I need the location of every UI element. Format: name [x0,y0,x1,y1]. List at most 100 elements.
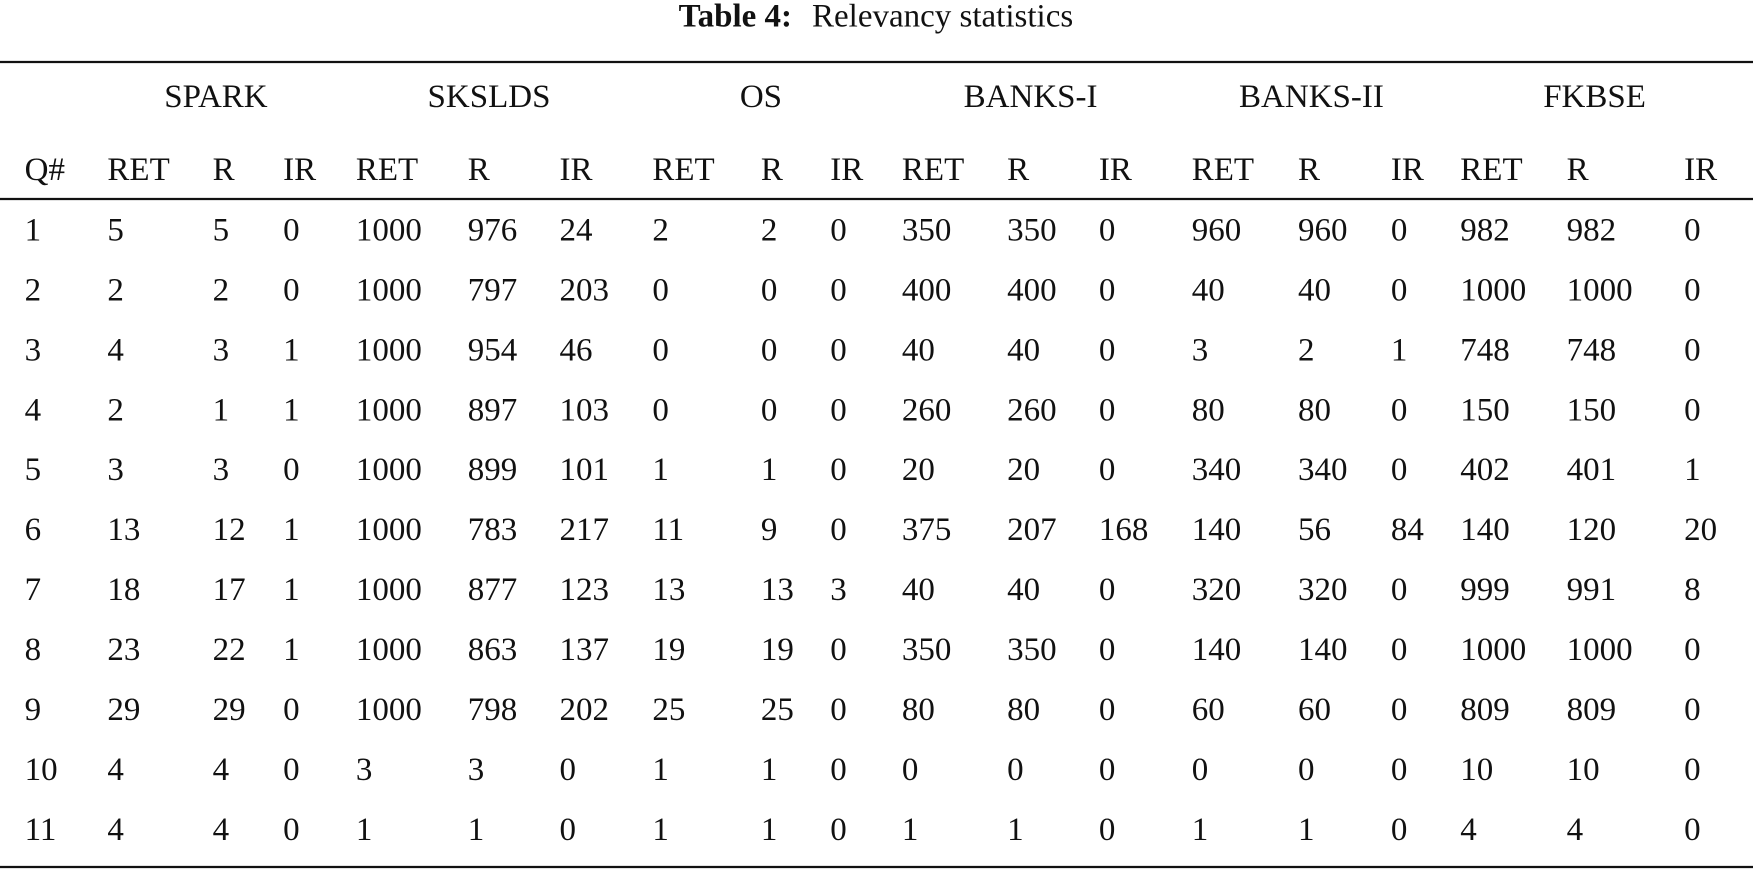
cell: 1 [1391,332,1408,368]
cell: 80 [902,692,935,728]
cell: 8 [1684,572,1701,608]
cell: 340 [1298,452,1348,488]
cell: 320 [1298,572,1348,608]
cell: 1 [283,332,300,368]
cell: 1 [1192,812,1209,848]
cell: 897 [468,392,518,428]
query-number: 9 [25,692,42,728]
cell: 120 [1567,512,1617,548]
cell: 2 [652,212,669,248]
cell: 168 [1099,512,1149,548]
column-header: R [468,152,490,188]
cell: 0 [1099,332,1116,368]
cell: 1000 [356,692,422,728]
cell: 2 [213,272,230,308]
cell: 103 [560,392,610,428]
cell: 1 [283,632,300,668]
cell: 1 [283,572,300,608]
cell: 0 [1684,752,1701,788]
cell: 0 [283,692,300,728]
cell: 2 [107,272,124,308]
column-header: R [1007,152,1029,188]
cell: 13 [652,572,685,608]
cell: 0 [830,272,847,308]
column-header: R [213,152,235,188]
cell: 1000 [356,632,422,668]
cell: 19 [652,632,685,668]
cell: 13 [761,572,794,608]
cell: 0 [283,812,300,848]
group-header: OS [740,79,782,115]
column-header: IR [1099,152,1132,188]
column-header: RET [902,152,964,188]
cell: 0 [1391,812,1408,848]
cell: 0 [1391,392,1408,428]
cell: 1000 [356,452,422,488]
cell: 150 [1460,392,1510,428]
cell: 5 [213,212,230,248]
cell: 202 [560,692,610,728]
cell: 1 [761,752,778,788]
cell: 10 [1460,752,1493,788]
query-number: 11 [25,812,57,848]
cell: 101 [560,452,610,488]
cell: 899 [468,452,518,488]
cell: 0 [1684,692,1701,728]
cell: 22 [213,632,246,668]
cell: 0 [560,752,577,788]
cell: 0 [1099,452,1116,488]
cell: 25 [652,692,685,728]
cell: 1 [283,512,300,548]
cell: 40 [1007,332,1040,368]
cell: 4 [1460,812,1477,848]
cell: 29 [213,692,246,728]
cell: 400 [1007,272,1057,308]
cell: 783 [468,512,518,548]
column-header: IR [560,152,593,188]
column-header: RET [652,152,714,188]
column-header: R [1567,152,1589,188]
cell: 60 [1192,692,1225,728]
cell: 140 [1192,632,1242,668]
cell: 29 [107,692,140,728]
cell: 1 [652,752,669,788]
cell: 3 [468,752,485,788]
cell: 40 [1192,272,1225,308]
cell: 1 [652,452,669,488]
cell: 0 [1391,572,1408,608]
cell: 23 [107,632,140,668]
column-header: Q# [25,152,65,188]
cell: 0 [1099,212,1116,248]
cell: 0 [652,332,669,368]
cell: 954 [468,332,518,368]
cell: 217 [560,512,610,548]
cell: 748 [1460,332,1510,368]
cell: 0 [761,332,778,368]
cell: 56 [1298,512,1331,548]
cell: 982 [1460,212,1510,248]
cell: 0 [1684,332,1701,368]
cell: 0 [283,752,300,788]
column-header: IR [1684,152,1717,188]
query-number: 3 [25,332,42,368]
cell: 1 [356,812,373,848]
cell: 2 [107,392,124,428]
cell: 1 [1684,452,1701,488]
cell: 0 [652,392,669,428]
cell: 809 [1567,692,1617,728]
cell: 350 [1007,212,1057,248]
cell: 1000 [1460,632,1526,668]
column-header: R [1298,152,1320,188]
cell: 0 [761,392,778,428]
cell: 3 [107,452,124,488]
cell: 123 [560,572,610,608]
cell: 350 [1007,632,1057,668]
cell: 0 [1007,752,1024,788]
cell: 1000 [1567,272,1633,308]
cell: 18 [107,572,140,608]
cell: 1000 [356,392,422,428]
cell: 0 [1099,632,1116,668]
cell: 17 [213,572,246,608]
cell: 0 [1684,632,1701,668]
query-number: 1 [25,212,42,248]
